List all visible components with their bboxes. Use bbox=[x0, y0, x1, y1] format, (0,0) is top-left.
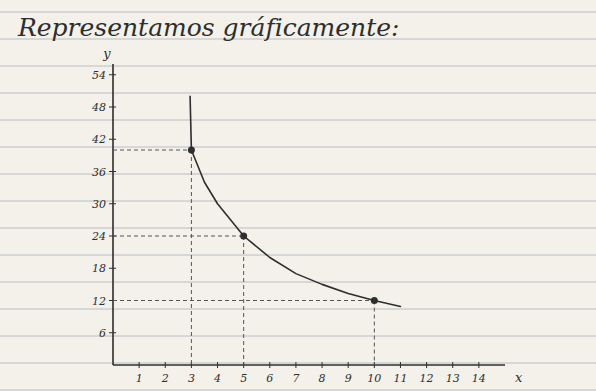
y-tick-label: 54 bbox=[92, 69, 106, 82]
x-tick-label: 4 bbox=[213, 372, 221, 385]
x-tick bbox=[295, 362, 296, 368]
x-tick-label: 9 bbox=[345, 372, 352, 385]
curve bbox=[190, 96, 400, 306]
paper-line bbox=[0, 66, 596, 67]
x-tick bbox=[139, 362, 140, 368]
x-tick bbox=[426, 362, 427, 368]
x-tick-label: 12 bbox=[420, 372, 434, 385]
paper-line bbox=[0, 309, 596, 310]
y-tick-label: 42 bbox=[91, 133, 106, 146]
paper-line bbox=[0, 282, 596, 283]
x-tick bbox=[348, 362, 349, 368]
paper-line bbox=[0, 147, 596, 148]
guide-line bbox=[113, 236, 244, 237]
guide-line bbox=[113, 150, 191, 151]
point bbox=[188, 147, 195, 154]
x-tick-label: 10 bbox=[367, 372, 381, 385]
y-tick-label: 30 bbox=[92, 198, 106, 211]
y-tick bbox=[109, 268, 116, 269]
x-tick bbox=[165, 362, 166, 368]
x-tick-label: 1 bbox=[136, 372, 143, 385]
x-tick-label: 5 bbox=[240, 372, 247, 385]
x-axis-label: x bbox=[515, 370, 523, 385]
x-tick bbox=[322, 362, 323, 368]
data-group bbox=[113, 96, 400, 365]
paper-line bbox=[0, 228, 596, 229]
x-tick-label: 13 bbox=[446, 372, 460, 385]
title: Representamos gráficamente: bbox=[17, 13, 399, 42]
paper-line bbox=[0, 390, 596, 391]
paper-line bbox=[0, 93, 596, 94]
y-tick bbox=[109, 139, 116, 140]
x-tick-label: 14 bbox=[472, 372, 486, 385]
y-tick-label: 6 bbox=[99, 327, 106, 340]
x-tick bbox=[217, 362, 218, 368]
guide-line bbox=[113, 300, 374, 301]
paper-line bbox=[0, 255, 596, 256]
x-tick-label: 7 bbox=[292, 372, 299, 385]
x-tick bbox=[400, 362, 401, 368]
x-tick bbox=[478, 362, 479, 368]
y-tick-label: 48 bbox=[91, 101, 106, 114]
y-axis bbox=[112, 64, 114, 365]
y-tick bbox=[109, 332, 116, 333]
paper-line bbox=[0, 363, 596, 364]
y-tick-label: 18 bbox=[92, 262, 106, 275]
x-tick bbox=[452, 362, 453, 368]
y-tick bbox=[109, 171, 116, 172]
guide-line bbox=[243, 236, 244, 365]
paper-lines bbox=[0, 12, 596, 390]
chart: Representamos gráficamente:yx12345678910… bbox=[0, 0, 596, 391]
y-axis-label: y bbox=[102, 46, 111, 61]
x-tick-label: 2 bbox=[161, 372, 169, 385]
point bbox=[240, 233, 247, 240]
paper-line bbox=[0, 120, 596, 121]
paper-line bbox=[0, 201, 596, 202]
y-tick bbox=[109, 107, 116, 108]
guide-line bbox=[191, 150, 192, 365]
y-tick-label: 36 bbox=[92, 166, 106, 179]
x-tick-label: 8 bbox=[319, 372, 326, 385]
y-tick-label: 12 bbox=[92, 295, 106, 308]
paper-line bbox=[0, 174, 596, 175]
y-tick bbox=[109, 74, 116, 75]
y-tick-label: 24 bbox=[91, 230, 106, 243]
y-tick bbox=[109, 203, 116, 204]
x-tick-label: 3 bbox=[188, 372, 195, 385]
x-axis bbox=[113, 364, 505, 366]
x-tick-label: 11 bbox=[393, 372, 407, 385]
paper-line bbox=[0, 336, 596, 337]
guide-line bbox=[374, 301, 375, 366]
x-tick bbox=[269, 362, 270, 368]
point bbox=[371, 297, 378, 304]
x-tick-label: 6 bbox=[266, 372, 273, 385]
